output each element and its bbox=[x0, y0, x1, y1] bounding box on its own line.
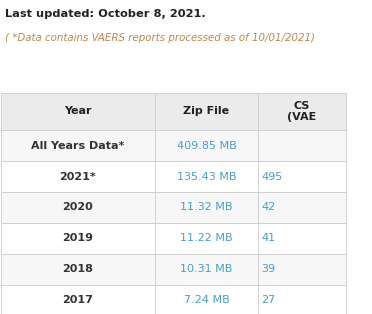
Text: 39: 39 bbox=[262, 264, 276, 274]
Text: 11.22 MB: 11.22 MB bbox=[180, 233, 233, 243]
Text: 7.24 MB: 7.24 MB bbox=[183, 295, 229, 305]
Text: 2020: 2020 bbox=[62, 203, 93, 212]
Bar bbox=[1, 223, 346, 254]
Text: All Years Data*: All Years Data* bbox=[31, 141, 125, 151]
Bar bbox=[1, 254, 346, 284]
Text: 135.43 MB: 135.43 MB bbox=[177, 171, 236, 181]
Text: 42: 42 bbox=[262, 203, 276, 212]
Text: 10.31 MB: 10.31 MB bbox=[180, 264, 232, 274]
Bar bbox=[1, 284, 346, 314]
Text: 495: 495 bbox=[262, 171, 283, 181]
Bar bbox=[1, 93, 346, 130]
Text: ( *Data contains VAERS reports processed as of 10/01/2021): ( *Data contains VAERS reports processed… bbox=[5, 33, 315, 43]
Bar bbox=[1, 130, 346, 161]
Text: 2018: 2018 bbox=[62, 264, 93, 274]
Text: 2019: 2019 bbox=[62, 233, 93, 243]
Text: Last updated: October 8, 2021.: Last updated: October 8, 2021. bbox=[5, 9, 206, 19]
Bar bbox=[1, 161, 346, 192]
Text: 2021*: 2021* bbox=[60, 171, 96, 181]
Text: CS
(VAE: CS (VAE bbox=[287, 101, 317, 122]
Text: 2017: 2017 bbox=[62, 295, 93, 305]
Text: 11.32 MB: 11.32 MB bbox=[180, 203, 233, 212]
Bar bbox=[1, 192, 346, 223]
Text: 27: 27 bbox=[262, 295, 276, 305]
Text: 409.85 MB: 409.85 MB bbox=[177, 141, 236, 151]
Text: Zip File: Zip File bbox=[183, 106, 230, 116]
Text: 41: 41 bbox=[262, 233, 276, 243]
Text: Year: Year bbox=[64, 106, 92, 116]
